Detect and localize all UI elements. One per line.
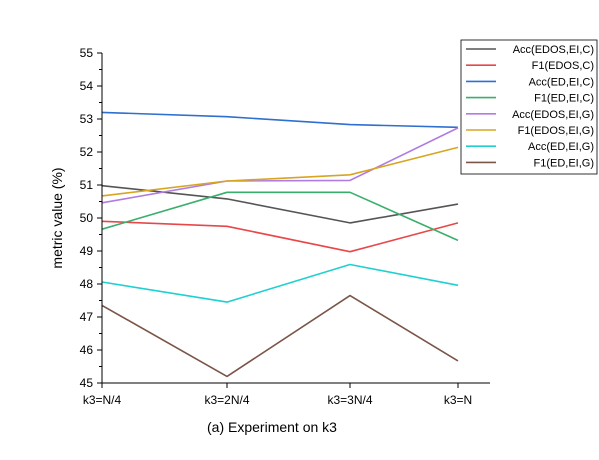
axes bbox=[101, 53, 490, 384]
series-layer bbox=[101, 111, 459, 378]
legend-label-3: Acc(ED,EI,C) bbox=[529, 76, 594, 88]
legend-label-6: F1(EDOS,EI,G) bbox=[518, 125, 594, 137]
series-line-3 bbox=[101, 111, 459, 129]
x-ticks: k3=N/4 k3=2N/4 k3=3N/4 k3=N bbox=[83, 383, 472, 407]
x-tick-label: k3=N/4 bbox=[83, 393, 122, 407]
y-tick-label: 48 bbox=[80, 277, 94, 291]
legend-label-7: Acc(ED,EI,G) bbox=[528, 141, 594, 153]
legend-label-4: F1(ED,EI,C) bbox=[534, 93, 594, 105]
y-axis-title: metric value (%) bbox=[49, 167, 65, 268]
y-tick-label: 53 bbox=[80, 112, 94, 126]
y-tick-label: 45 bbox=[80, 376, 94, 390]
x-tick-label: k3=3N/4 bbox=[327, 393, 372, 407]
chart-caption: (a) Experiment on k3 bbox=[207, 419, 337, 435]
y-tick-label: 47 bbox=[80, 310, 94, 324]
y-ticks: 45 46 47 48 49 50 51 52 53 54 55 bbox=[80, 46, 102, 390]
y-tick-label: 49 bbox=[80, 244, 94, 258]
legend: Acc(EDOS,EI,C) F1(EDOS,C) Acc(ED,EI,C) F1(E… bbox=[460, 39, 598, 175]
series-line-7 bbox=[101, 263, 459, 303]
series-line-6 bbox=[101, 146, 459, 197]
x-tick-label: k3=N bbox=[444, 393, 472, 407]
y-tick-label: 55 bbox=[80, 46, 94, 60]
legend-label-1: Acc(EDOS,EI,C) bbox=[513, 44, 594, 56]
y-tick-label: 50 bbox=[80, 211, 94, 225]
y-tick-label: 46 bbox=[80, 343, 94, 357]
legend-box bbox=[460, 39, 598, 175]
legend-label-8: F1(ED,EI,G) bbox=[533, 157, 594, 169]
x-tick-label: k3=2N/4 bbox=[204, 393, 249, 407]
y-tick-label: 52 bbox=[80, 145, 94, 159]
series-line-2 bbox=[101, 220, 459, 253]
series-line-4 bbox=[101, 191, 459, 242]
legend-label-5: Acc(EDOS,EI,G) bbox=[512, 109, 594, 121]
legend-label-2: F1(EDOS,C) bbox=[532, 60, 594, 72]
series-line-5 bbox=[101, 127, 459, 204]
series-line-8 bbox=[101, 294, 459, 378]
y-tick-label: 54 bbox=[80, 79, 94, 93]
y-tick-label: 51 bbox=[80, 178, 94, 192]
